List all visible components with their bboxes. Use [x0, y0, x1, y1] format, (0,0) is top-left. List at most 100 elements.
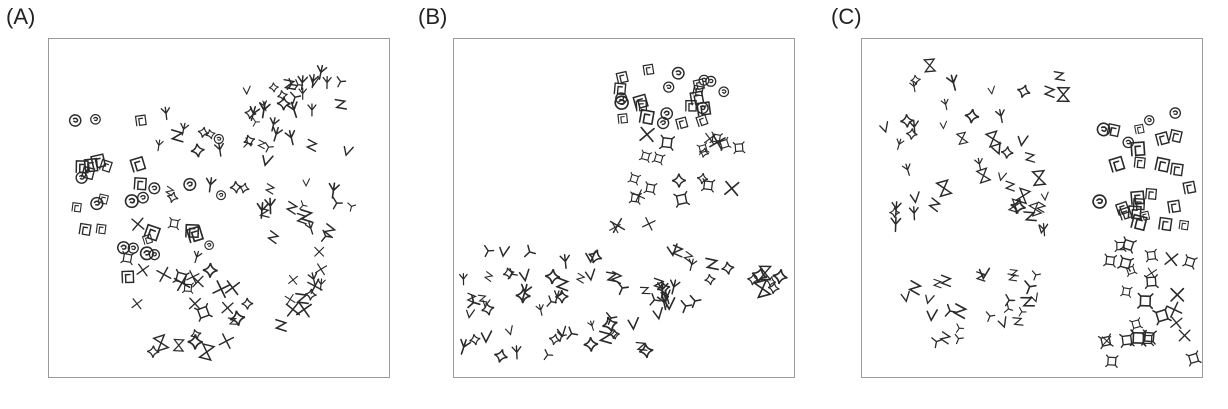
panel-c-glyph-spiral-96 — [1127, 205, 1142, 220]
panel-a-glyph-diamond-52 — [205, 129, 216, 140]
panel-a-glyph-spiral-39 — [185, 225, 205, 244]
panel-a-glyph-fork-79 — [328, 182, 340, 199]
panel-a-glyph-circle-33 — [204, 240, 214, 250]
panel-c-glyph-cross-118 — [1101, 335, 1112, 346]
panel-b-glyph-arrow-48 — [543, 349, 554, 361]
panel-a-glyph-spiral-7 — [134, 114, 147, 127]
panel-a-glyph-squiggle-128 — [283, 78, 296, 91]
panel-b-glyph-diamond-77 — [548, 333, 561, 346]
panel-a-glyph-cross-105 — [285, 302, 301, 317]
panel-c-glyph-squarex-123 — [1114, 239, 1127, 253]
panel-a-glyph-squiggle-60 — [164, 185, 175, 197]
panel-c-glyph-diamond-22 — [889, 207, 900, 218]
panel-a-glyph-diamond-53 — [166, 191, 179, 203]
panel-b-glyph-arrow-113 — [617, 281, 630, 296]
panel-a-glyph-cross-113 — [307, 278, 323, 294]
panel-c-glyph-squarex-119 — [1129, 317, 1143, 332]
panel-a-glyph-squiggle-46 — [257, 139, 267, 150]
panel-c-glyph-bowtie-39 — [1027, 201, 1043, 217]
panel-b-glyph-spiral-11 — [638, 108, 655, 126]
panel-a-glyph-squiggle-100 — [274, 318, 288, 332]
panel-c-glyph-fork-7 — [891, 201, 902, 216]
panel-c-glyph-bowtie-26 — [1030, 169, 1047, 187]
panel-c-glyph-spiral-78 — [1154, 131, 1170, 147]
panel-b-glyph-diamond-114 — [772, 268, 788, 285]
panel-c-glyph-squiggle-19 — [1004, 180, 1016, 192]
panel-a-glyph-fork-131 — [322, 75, 332, 90]
panel-a-glyph-fork-61 — [155, 139, 164, 152]
panel-a-glyph-tick-82 — [310, 77, 320, 87]
panel-b-glyph-arrow-58 — [523, 244, 536, 258]
panel-b-glyph-diamond-121 — [721, 261, 735, 275]
panel-a-glyph-fork-89 — [269, 117, 280, 132]
panel-b-glyph-squarex-34 — [696, 142, 710, 156]
panel-c-glyph-cross-106 — [1178, 329, 1191, 342]
panel-a-glyph-squiggle-62 — [285, 200, 299, 215]
panel-b-glyph-tick-61 — [504, 325, 513, 336]
panel-c-glyph-bowtie-33 — [984, 130, 1003, 149]
panel-b-glyph-circle-15 — [663, 81, 675, 93]
panel-a-glyph-cross-107 — [288, 274, 299, 285]
panel-b-glyph-tick-80 — [465, 309, 476, 319]
panel-a-glyph-bowtie-119 — [172, 338, 186, 352]
panel-a-glyph-squiggle-85 — [266, 230, 280, 245]
panel-a-glyph-cross-35 — [131, 217, 145, 231]
panel-a-glyph-fork-49 — [160, 106, 171, 121]
panel-b-glyph-arrow-97 — [649, 293, 661, 306]
panel-b-glyph-tick-106 — [518, 268, 530, 283]
panel-c-glyph-bowtie-42 — [975, 167, 992, 185]
panel-a-glyph-fork-50 — [213, 142, 224, 157]
panel-c-glyph-arrow-62 — [1024, 280, 1037, 295]
panel-c-glyph-fork-5 — [908, 119, 919, 135]
panel-c-glyph-circle-89 — [1144, 115, 1155, 126]
panel-b-glyph-tick-53 — [652, 306, 664, 321]
panel-c-glyph-squiggle-3 — [1024, 152, 1036, 163]
panel-c-glyph-fork-29 — [974, 157, 983, 171]
panel-a-glyph-fork-84 — [297, 75, 309, 91]
panel-c-glyph-squarex-103 — [1105, 354, 1119, 368]
panel-c-glyph-tick-35 — [1040, 191, 1049, 202]
panel-b-glyph-squiggle-109 — [683, 250, 694, 263]
panel-a-glyph-diamond-57 — [243, 134, 256, 147]
panel-b-glyph-squarex-30 — [651, 151, 666, 166]
panel-a-glyph-circle-10 — [90, 196, 104, 211]
panel-c-glyph-squiggle-34 — [1053, 71, 1066, 82]
panel-c-glyph-tick-9 — [909, 191, 920, 204]
panel-b-glyph-squarex-36 — [658, 134, 676, 151]
panel-c-glyph-squarex-117 — [1129, 329, 1148, 347]
panel-a-glyph-arrow-68 — [332, 196, 343, 210]
panel-a-glyph-diamond-112 — [304, 288, 317, 301]
panel-b-glyph-diamond-100 — [469, 333, 481, 346]
panel-a-glyph-circle-6 — [90, 113, 101, 125]
panel-a-glyph-diamond-132 — [268, 82, 279, 93]
panel-c-glyph-fork-25 — [909, 81, 918, 93]
panel-c-glyph-circle-95 — [1092, 194, 1107, 209]
panel-a-glyph-diamond-125 — [277, 90, 288, 101]
panel-c-glyph-arrow-66 — [954, 333, 964, 345]
panel-a-glyph-diamond-56 — [190, 143, 205, 158]
panel-b-glyph-squiggle-105 — [671, 244, 685, 258]
panel-b-glyph-spiral-17 — [689, 90, 705, 106]
panel-c-glyph-spiral-77 — [1169, 162, 1184, 177]
panel-b-glyph-arrow-56 — [680, 299, 693, 314]
panel-a-glyph-squiggle-115 — [295, 292, 309, 305]
panel-c-glyph-arrow-60 — [1018, 306, 1027, 317]
panel-c-glyph-bowtie-44 — [934, 178, 954, 198]
panel-a-glyph-fork-75 — [286, 101, 298, 118]
panel-c-glyph-tick-36 — [939, 120, 948, 130]
panel-b-glyph-fork-46 — [535, 304, 544, 316]
panel-c-glyph-squarex-109 — [1119, 236, 1137, 254]
panel-c-glyph-squarex-101 — [1144, 248, 1159, 263]
panel-b-glyph-fork-93 — [660, 295, 670, 308]
panel-a-glyph-diamond-122 — [190, 329, 202, 341]
panel-b-glyph-fork-79 — [459, 272, 468, 286]
panel-a-glyph-arrow-87 — [264, 141, 274, 153]
panel-a-glyph-bowtie-117 — [197, 342, 216, 362]
panel-b-glyph-tick-66 — [499, 246, 511, 258]
panel-b-frame — [453, 38, 795, 378]
panel-b-glyph-circle-5 — [705, 75, 717, 87]
panel-c-glyph-squiggle-53 — [939, 274, 953, 288]
panel-c-glyph-tick-67 — [997, 316, 1007, 329]
panel-a-glyph-squarex-36 — [182, 281, 194, 294]
panel-a-glyph-squiggle-40 — [170, 129, 185, 143]
